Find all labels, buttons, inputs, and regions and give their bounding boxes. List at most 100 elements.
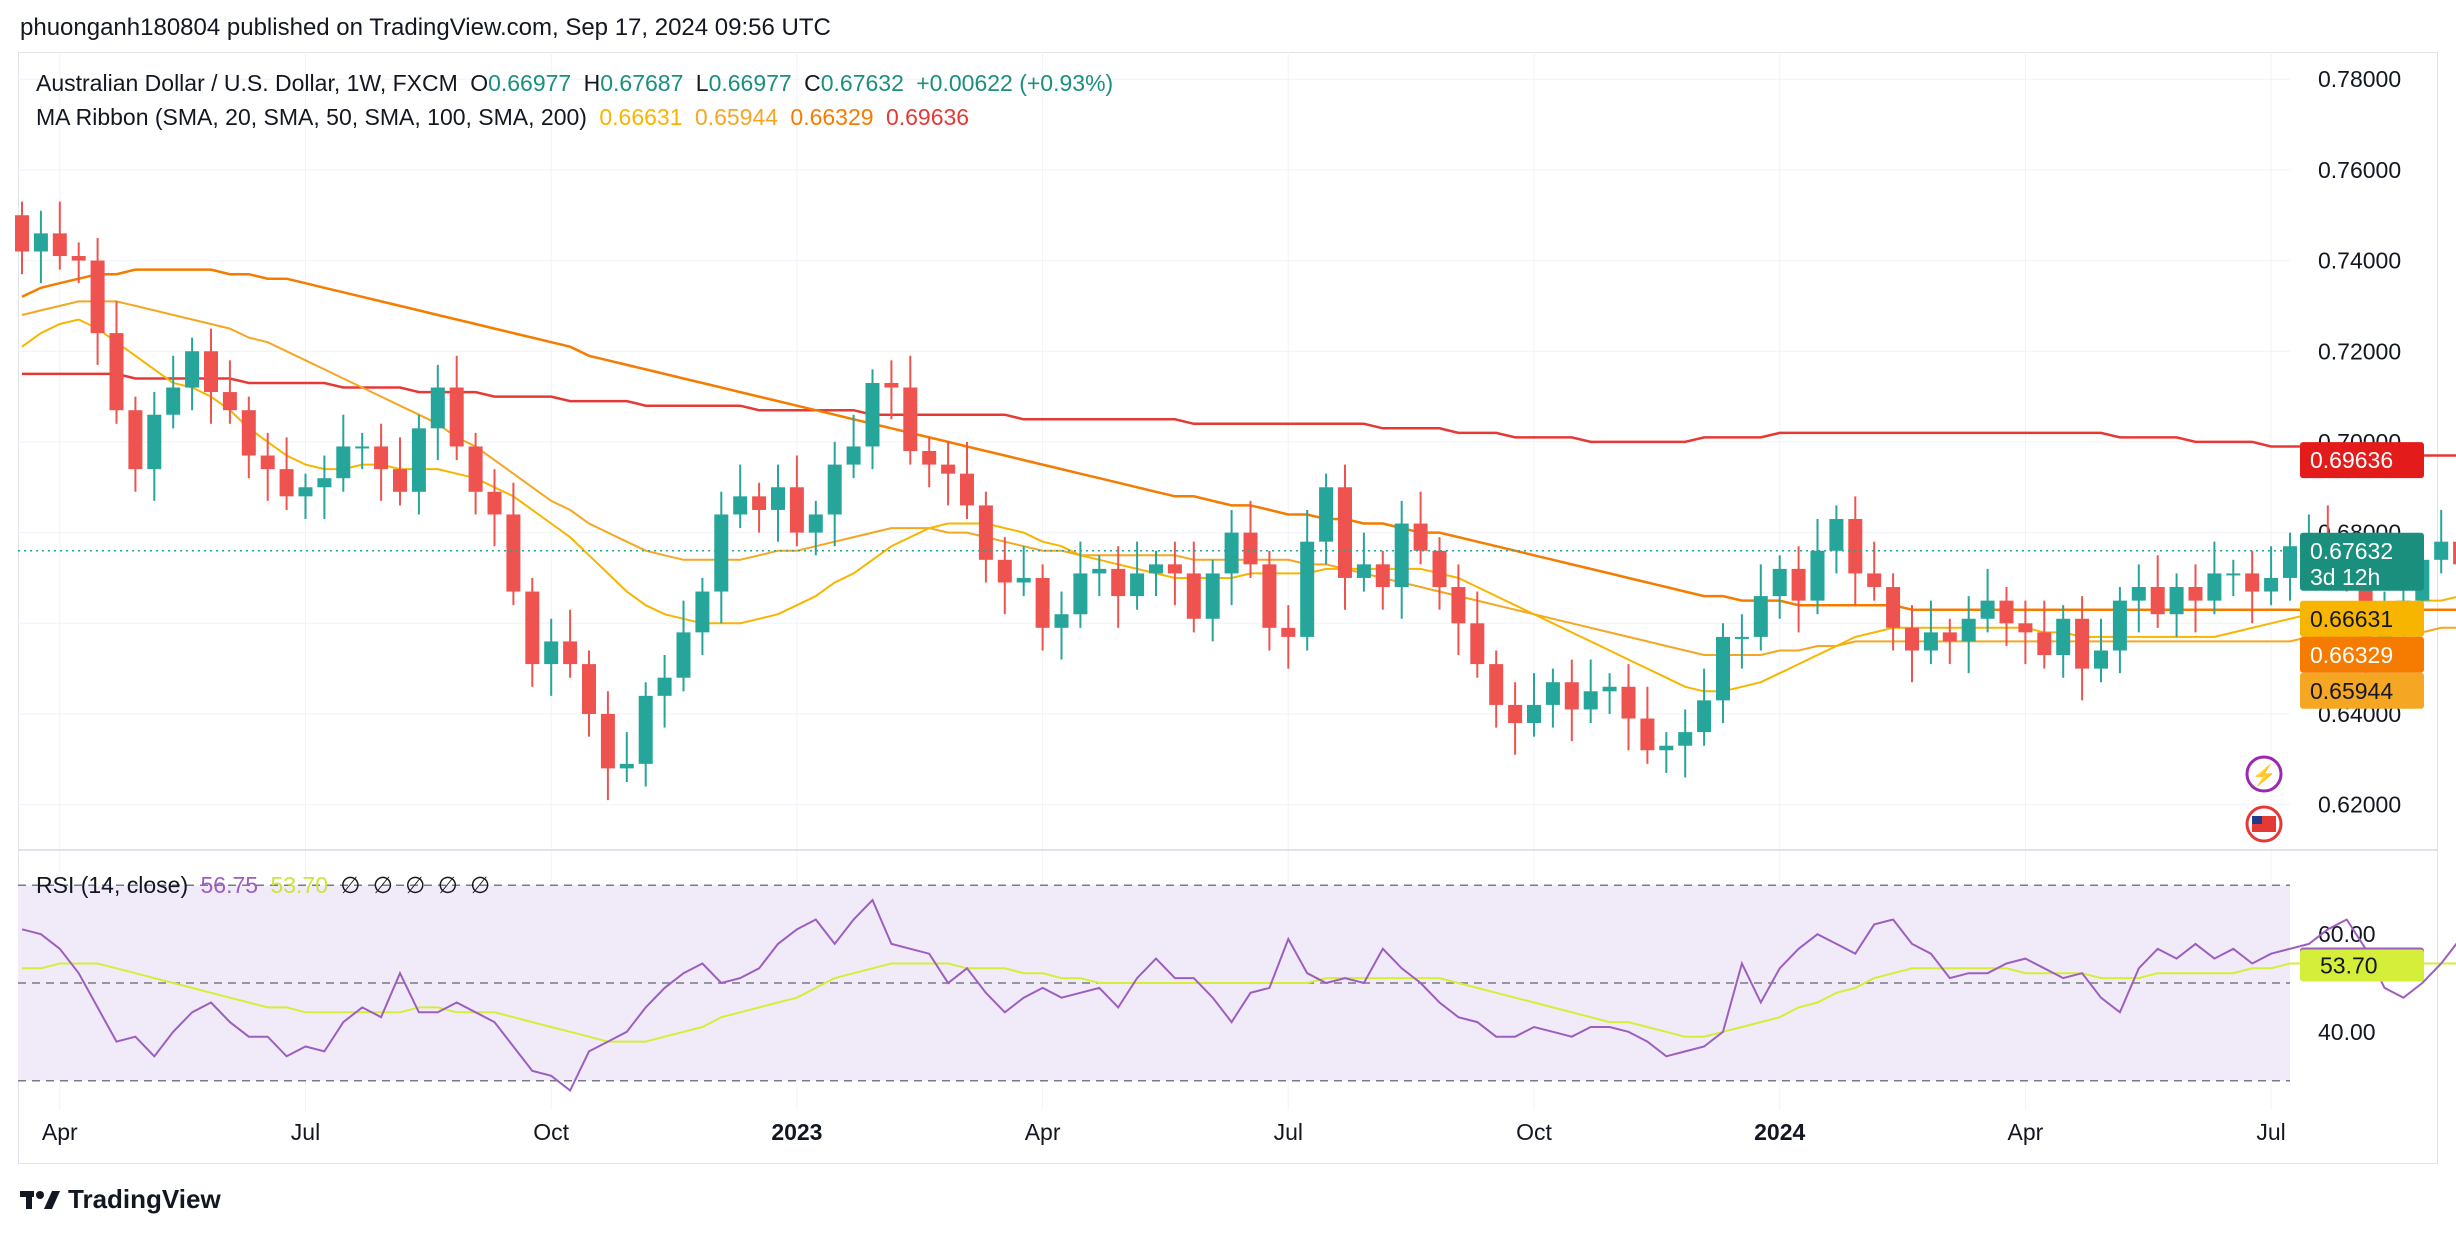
candle-body bbox=[2226, 573, 2241, 576]
candle-body bbox=[2018, 623, 2033, 633]
candle-body bbox=[1167, 564, 1182, 574]
rsi-na-5: ∅ bbox=[470, 872, 491, 898]
candle-body bbox=[695, 591, 710, 633]
candle-body bbox=[506, 514, 521, 592]
price-tick-label: 0.72000 bbox=[2318, 338, 2401, 364]
time-tick-label: Jul bbox=[2256, 1119, 2285, 1145]
time-tick-label: Jul bbox=[1274, 1119, 1303, 1145]
rsi-na-4: ∅ bbox=[437, 872, 458, 898]
time-tick-label: Oct bbox=[533, 1119, 569, 1145]
candle-body bbox=[128, 410, 143, 470]
candle-body bbox=[1999, 600, 2014, 624]
candle-body bbox=[1716, 636, 1730, 701]
last-price-badge: 0.67632 bbox=[2310, 538, 2393, 564]
ma50-badge-bg bbox=[2300, 672, 2424, 709]
candle-body bbox=[1375, 564, 1390, 588]
rsi-na-2: ∅ bbox=[372, 872, 393, 898]
time-tick-label: Apr bbox=[2008, 1119, 2044, 1145]
candle-body bbox=[1300, 541, 1315, 637]
tradingview-logo[interactable]: TradingView bbox=[20, 1184, 221, 1215]
candle-body bbox=[1356, 564, 1371, 578]
candle-body bbox=[1810, 550, 1825, 601]
candle-body bbox=[1073, 573, 1088, 615]
candle-body bbox=[2037, 632, 2052, 656]
candle-body bbox=[430, 387, 445, 429]
candle-body bbox=[997, 559, 1012, 583]
rsi-tick-label: 40.00 bbox=[2318, 1019, 2376, 1045]
candle-body bbox=[1508, 704, 1523, 724]
price-tick-label: 0.62000 bbox=[2318, 792, 2401, 818]
candle-body bbox=[1470, 623, 1485, 665]
candle-body bbox=[808, 514, 823, 533]
candle-body bbox=[714, 514, 729, 592]
rsi-na-3: ∅ bbox=[405, 872, 426, 898]
rsi-title: RSI (14, close) bbox=[36, 872, 189, 898]
time-tick-label: Jul bbox=[291, 1119, 320, 1145]
candle-body bbox=[52, 233, 67, 257]
candle-body bbox=[1338, 487, 1352, 578]
ma50-badge: 0.65944 bbox=[2310, 678, 2393, 704]
candle-body bbox=[2131, 587, 2146, 601]
candle-body bbox=[1697, 700, 1712, 733]
ma20-badge-bg bbox=[2300, 600, 2424, 637]
candle-body bbox=[298, 487, 313, 497]
ma100-value: 0.66329 bbox=[790, 104, 874, 130]
candle-body bbox=[2207, 573, 2222, 601]
ma100-line bbox=[21, 268, 2456, 611]
candle-body bbox=[752, 496, 767, 510]
candle-body bbox=[1016, 577, 1031, 583]
candle-body bbox=[2188, 587, 2203, 601]
time-tick-label: 2023 bbox=[771, 1119, 822, 1145]
candle-body bbox=[2056, 618, 2071, 656]
candle-body bbox=[33, 233, 48, 252]
candle-body bbox=[1035, 577, 1050, 628]
rsi-tick-label: 60.00 bbox=[2318, 921, 2376, 947]
candle-body bbox=[2264, 577, 2279, 592]
candle-body bbox=[279, 469, 294, 497]
last-price-badge-bg bbox=[2300, 532, 2424, 591]
rsi-ma-value: 53.70 bbox=[270, 872, 329, 898]
candle-body bbox=[1489, 664, 1504, 705]
time-tick-label: 2024 bbox=[1754, 1119, 1805, 1145]
low-value: 0.66977 bbox=[708, 70, 792, 96]
candle-body bbox=[204, 351, 218, 393]
candle-body bbox=[1205, 573, 1220, 619]
rsi-ma-line bbox=[22, 957, 2456, 1043]
candle-body bbox=[525, 591, 540, 665]
symbol-name: Australian Dollar / U.S. Dollar, 1W, FXC… bbox=[36, 70, 458, 96]
ma100-badge-bg bbox=[2300, 636, 2424, 673]
candle-body bbox=[1186, 573, 1201, 619]
close-value: 0.67632 bbox=[820, 70, 904, 96]
candle-body bbox=[903, 387, 918, 451]
candle-body bbox=[1640, 718, 1655, 751]
candle-body bbox=[563, 641, 578, 665]
candle-body bbox=[355, 446, 370, 449]
tradingview-brand: TradingView bbox=[68, 1184, 221, 1214]
low-label: L bbox=[695, 70, 709, 96]
candle-body bbox=[1678, 732, 1693, 746]
price-tick-label: 0.74000 bbox=[2318, 248, 2401, 274]
candle-body bbox=[600, 713, 615, 769]
ma20-value: 0.66631 bbox=[599, 104, 683, 130]
ma-ribbon-legend: MA Ribbon (SMA, 20, SMA, 50, SMA, 100, S… bbox=[36, 104, 975, 131]
time-tick-label: Apr bbox=[42, 1119, 78, 1145]
candle-body bbox=[468, 446, 483, 492]
time-tick-label: Oct bbox=[1516, 1119, 1552, 1145]
candle-body bbox=[2112, 600, 2127, 651]
candle-body bbox=[1980, 600, 1995, 619]
rsi-ma-badge: 53.70 bbox=[2320, 952, 2378, 978]
rsi-na-1: ∅ bbox=[340, 872, 361, 898]
ma50-line bbox=[21, 300, 2456, 656]
candle-body bbox=[1621, 686, 1636, 719]
candle-body bbox=[1432, 550, 1447, 588]
candle-body bbox=[1942, 632, 1957, 642]
candle-body bbox=[147, 414, 162, 470]
ma-ribbon-title: MA Ribbon (SMA, 20, SMA, 50, SMA, 100, S… bbox=[36, 104, 587, 130]
candle-body bbox=[241, 410, 256, 456]
candle-body bbox=[1923, 632, 1938, 651]
candle-body bbox=[582, 664, 596, 714]
ma50-value: 0.65944 bbox=[694, 104, 779, 130]
candle-body bbox=[1905, 627, 1919, 651]
candle-body bbox=[1054, 614, 1069, 628]
